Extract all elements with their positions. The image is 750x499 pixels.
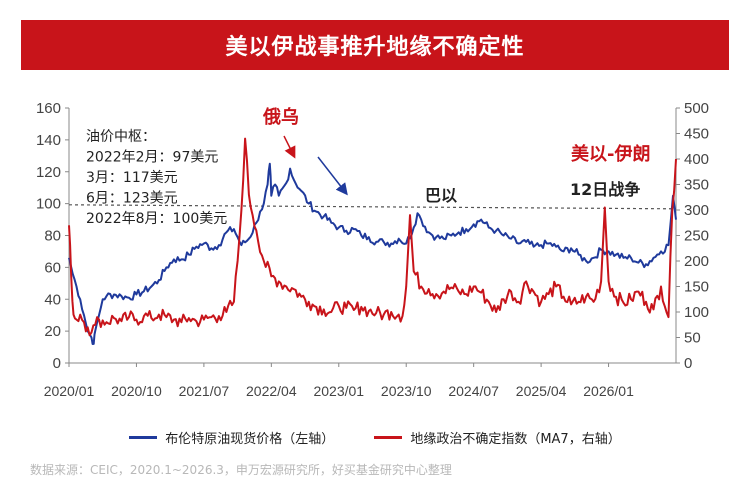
y-right-tick-label: 450 (684, 126, 709, 143)
legend-swatch-blue (129, 435, 158, 439)
y-left-tick-label: 0 (53, 355, 61, 372)
event-label-12day: 12日战争 (570, 180, 640, 199)
legend-item-brent: 布伦特原油现货价格（左轴） (129, 426, 334, 448)
chart-title: 美以伊战事推升地缘不确定性 (225, 35, 525, 60)
event-label-ru-ua: 俄乌 (262, 106, 299, 128)
axes: 0 20 40 60 80 100 120 140 160 0 50 100 150 200 250 300 3… (36, 100, 709, 399)
x-tick-label: 2026/01 (583, 383, 634, 399)
y-left-tick-label: 160 (36, 100, 61, 117)
y-right-tick-label: 350 (684, 177, 709, 194)
x-tick-label: 2020/01 (44, 383, 95, 399)
event-label-ba-yi: 巴以 (425, 186, 457, 205)
reference-line-100 (68, 204, 677, 210)
y-right-tick-label: 0 (684, 355, 692, 372)
y-right-tick-label: 250 (684, 228, 709, 245)
oil-hub-note-line: 油价中枢： (86, 129, 156, 145)
y-left-tick-label: 140 (36, 132, 61, 149)
y-right-tick-label: 100 (684, 304, 709, 321)
y-right-tick-label: 200 (684, 253, 709, 270)
y-left-tick-label: 40 (44, 291, 61, 308)
x-tick-label: 2022/04 (246, 383, 297, 399)
arrow-red-ru-ua (283, 135, 296, 159)
legend: 布伦特原油现货价格（左轴） 地缘政治不确定指数（MA7，右轴） (0, 426, 750, 448)
title-banner: 美以伊战事推升地缘不确定性 (21, 20, 729, 70)
y-left-tick-label: 100 (36, 196, 61, 213)
legend-swatch-red (374, 435, 403, 439)
annotations: 油价中枢： 2022年2月：97美元 3月：117美元 6月：123美元 2022年8月… (86, 106, 650, 227)
oil-hub-note-line: 2022年2月：97美元 (86, 150, 218, 166)
legend-label-gpr: 地缘政治不确定指数（MA7，右轴） (410, 431, 621, 447)
x-tick-label: 2023/10 (381, 383, 432, 399)
y-left-tick-label: 60 (44, 259, 61, 276)
series-line-brent (68, 162, 677, 345)
oil-hub-note-line: 6月：123美元 (86, 191, 178, 207)
x-tick-label: 2020/10 (111, 383, 162, 399)
y-right-tick-label: 150 (684, 279, 709, 296)
chart-area: 0 20 40 60 80 100 120 140 160 0 50 100 150 200 250 300 3… (36, 100, 709, 399)
y-left-tick-label: 120 (36, 164, 61, 181)
x-tick-label: 2024/07 (448, 383, 499, 399)
y-right-tick-label: 50 (684, 330, 701, 347)
legend-label-brent: 布伦特原油现货价格（左轴） (165, 431, 335, 447)
x-tick-label: 2023/01 (313, 383, 364, 399)
y-right-tick-label: 400 (684, 151, 709, 168)
legend-item-gpr: 地缘政治不确定指数（MA7，右轴） (374, 426, 621, 448)
y-right-tick-label: 300 (684, 202, 709, 219)
oil-hub-note-line: 2022年8月：100美元 (86, 211, 227, 227)
oil-hub-note-line: 3月：117美元 (86, 170, 178, 186)
x-tick-label: 2021/07 (179, 383, 230, 399)
series-lines (68, 137, 677, 345)
series-line-gpr (68, 137, 677, 337)
event-label-us-israel-iran: 美以-伊朗 (571, 143, 650, 165)
y-left-tick-label: 80 (44, 228, 61, 245)
data-source-note: 数据来源：CEIC，2020.1~2026.3，申万宏源研究所，好买基金研究中心… (30, 463, 452, 477)
x-tick-label: 2025/04 (516, 383, 567, 399)
y-right-tick-label: 500 (684, 100, 709, 117)
y-left-tick-label: 20 (44, 323, 61, 340)
arrow-blue-decline (317, 156, 348, 196)
